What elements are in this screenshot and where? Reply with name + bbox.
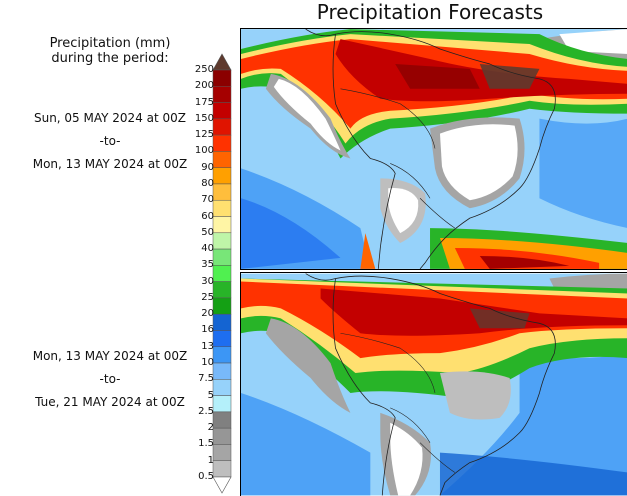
colorbar-tick-label: 7.5 bbox=[198, 373, 214, 385]
period-1-start: Sun, 05 MAY 2024 at 00Z bbox=[33, 111, 187, 125]
colorbar-bin bbox=[212, 297, 232, 315]
map-panel-period-2 bbox=[240, 272, 627, 496]
country-borders bbox=[340, 88, 456, 229]
colorbar-tick-label: 1 bbox=[207, 454, 214, 466]
colorbar-bin bbox=[212, 102, 232, 120]
colorbar-tick-label: 125 bbox=[194, 129, 214, 141]
period-2-label: Mon, 13 MAY 2024 at 00Z -to- Tue, 21 MAY… bbox=[20, 345, 200, 414]
page-title: Precipitation Forecasts bbox=[316, 0, 544, 24]
colorbar-bin bbox=[212, 69, 232, 87]
coastline bbox=[305, 273, 556, 496]
colorbar-bin bbox=[212, 362, 232, 380]
period-2-end: Tue, 21 MAY 2024 at 00Z bbox=[35, 395, 185, 409]
legend-title-line1: Precipitation (mm) bbox=[49, 36, 171, 51]
colorbar-tick-label: 10 bbox=[201, 357, 214, 369]
precipitation-map-1 bbox=[241, 29, 627, 269]
colorbar-bin bbox=[212, 183, 232, 201]
colorbar-tick-label: 40 bbox=[201, 243, 214, 255]
colorbar-bin bbox=[212, 460, 232, 478]
colorbar-tick-label: 70 bbox=[201, 194, 214, 206]
legend-title: Precipitation (mm) during the period: bbox=[30, 36, 190, 66]
colorbar-tick-label: 0.5 bbox=[198, 471, 214, 482]
legend-title-line2: during the period: bbox=[51, 51, 169, 66]
colorbar-bin bbox=[212, 216, 232, 234]
colorbar-bin bbox=[212, 232, 232, 250]
map-panel-period-1 bbox=[240, 28, 627, 270]
colorbar-bin bbox=[212, 395, 232, 413]
colorbar-under-triangle bbox=[212, 476, 232, 494]
colorbar-tick-label: 250 bbox=[194, 64, 214, 75]
colorbar-tick-label: 175 bbox=[194, 96, 214, 108]
colorbar-bin bbox=[212, 86, 232, 103]
colorbar-tick-label: 16 bbox=[201, 324, 214, 336]
period-1-separator: -to- bbox=[99, 134, 121, 148]
colorbar-bin bbox=[212, 427, 232, 445]
period-2-start: Mon, 13 MAY 2024 at 00Z bbox=[32, 349, 188, 363]
colorbar-tick-label: 30 bbox=[201, 275, 214, 287]
colorbar-bin bbox=[212, 444, 232, 461]
period-1-label: Sun, 05 MAY 2024 at 00Z -to- Mon, 13 MAY… bbox=[20, 107, 200, 176]
country-borders bbox=[340, 332, 456, 473]
colorbar-tick-label: 35 bbox=[201, 259, 214, 271]
colorbar-tick-label: 90 bbox=[201, 161, 214, 173]
period-2-separator: -to- bbox=[99, 372, 121, 386]
colorbar-bin bbox=[212, 265, 232, 282]
colorbar-tick-label: 50 bbox=[201, 226, 214, 238]
colorbar-tick-label: 150 bbox=[194, 112, 214, 124]
colorbar-tick-label: 2 bbox=[207, 422, 214, 434]
colorbar-bin bbox=[212, 248, 232, 266]
colorbar-tick-label: 1.5 bbox=[198, 438, 214, 450]
colorbar-bin bbox=[212, 379, 232, 396]
coastline bbox=[305, 29, 556, 269]
colorbar-bin bbox=[212, 134, 232, 152]
colorbar-tick-label: 80 bbox=[201, 177, 214, 189]
colorbar-tick-label: 100 bbox=[194, 145, 214, 157]
colorbar-bin bbox=[212, 151, 232, 168]
colorbar bbox=[212, 53, 232, 494]
precipitation-map-2 bbox=[241, 273, 627, 496]
colorbar-bin bbox=[212, 313, 232, 331]
colorbar-tick-label: 200 bbox=[194, 80, 214, 92]
colorbar-over-triangle bbox=[212, 53, 232, 71]
colorbar-bin bbox=[212, 411, 232, 429]
colorbar-bin bbox=[212, 118, 232, 136]
colorbar-tick-label: 60 bbox=[201, 210, 214, 222]
colorbar-tick-label: 5 bbox=[207, 389, 214, 401]
colorbar-bin bbox=[212, 167, 232, 185]
colorbar-tick-label: 2.5 bbox=[198, 405, 214, 417]
period-1-end: Mon, 13 MAY 2024 at 00Z bbox=[32, 157, 188, 171]
colorbar-bin bbox=[212, 199, 232, 217]
colorbar-tick-label: 25 bbox=[201, 291, 214, 303]
colorbar-bin bbox=[212, 281, 232, 299]
colorbar-tick-label: 20 bbox=[201, 308, 214, 320]
colorbar-tick-label: 13 bbox=[201, 340, 214, 352]
colorbar-bin bbox=[212, 330, 232, 348]
colorbar-bin bbox=[212, 346, 232, 364]
